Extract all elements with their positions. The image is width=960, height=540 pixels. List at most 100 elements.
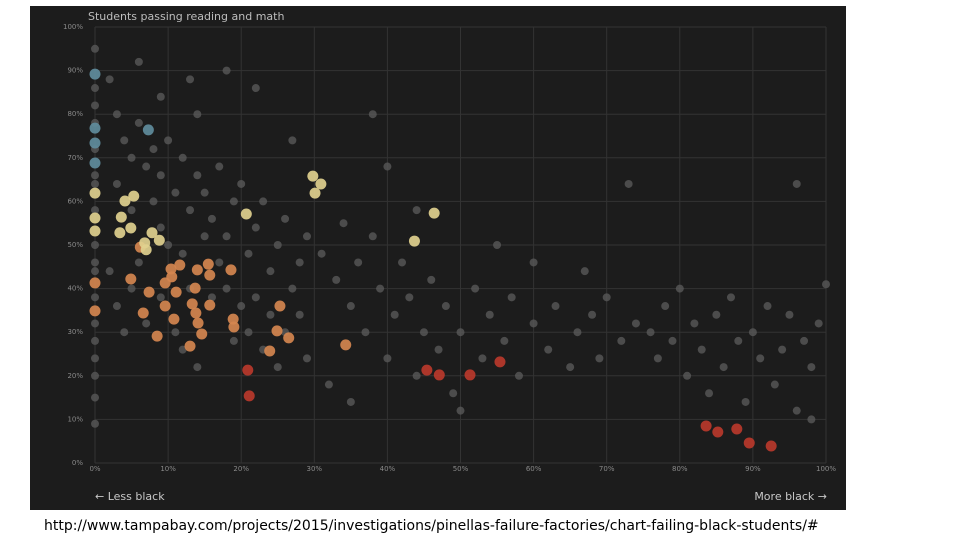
data-point [792, 406, 801, 415]
data-point [697, 345, 706, 354]
data-point [186, 206, 195, 215]
data-point [251, 223, 260, 232]
x-tick-label: 90% [745, 465, 761, 473]
data-point [661, 302, 670, 311]
data-point [376, 284, 385, 293]
data-point [89, 305, 101, 317]
data-point [151, 330, 163, 342]
data-point [91, 101, 99, 110]
data-point [119, 195, 131, 207]
data-point [690, 319, 699, 328]
data-point [288, 284, 297, 293]
data-point [91, 267, 99, 276]
data-point [156, 293, 165, 302]
data-point [242, 364, 254, 376]
data-point [190, 307, 202, 319]
x-tick-label: 0% [89, 465, 100, 473]
data-point [631, 319, 640, 328]
x-tick-label: 50% [453, 465, 469, 473]
data-point [186, 298, 198, 310]
data-point [573, 328, 582, 337]
data-point [580, 267, 589, 276]
data-point [683, 371, 692, 380]
data-point [171, 328, 180, 337]
data-point [200, 188, 209, 197]
data-point [156, 92, 165, 101]
data-point [302, 232, 311, 241]
y-tick-label: 70% [67, 154, 83, 162]
data-point [307, 170, 319, 182]
data-point [700, 420, 712, 432]
data-point [412, 206, 421, 215]
data-point [125, 273, 137, 285]
data-point [225, 264, 237, 276]
data-point [283, 332, 295, 344]
data-point [705, 389, 714, 398]
data-point [134, 258, 143, 267]
data-point [222, 232, 231, 241]
data-point [741, 397, 750, 406]
y-tick-label: 50% [67, 241, 83, 249]
data-point [178, 153, 187, 162]
data-point [449, 389, 458, 398]
data-point [770, 380, 779, 389]
data-point [112, 302, 121, 311]
data-point [140, 244, 152, 256]
data-point [295, 258, 304, 267]
data-point [89, 212, 101, 224]
data-point [244, 328, 253, 337]
x-tick-label: 30% [307, 465, 323, 473]
data-point [507, 293, 516, 302]
chart-panel [30, 6, 846, 510]
y-tick-label: 0% [72, 459, 83, 467]
x-tick-label: 20% [233, 465, 249, 473]
data-point [237, 302, 246, 311]
data-point [120, 328, 129, 337]
data-point [807, 415, 816, 424]
y-tick-label: 10% [67, 415, 83, 423]
data-point [142, 124, 154, 136]
data-point [184, 340, 196, 352]
data-point [274, 300, 286, 312]
x-tick-label: 60% [526, 465, 542, 473]
data-point [89, 187, 101, 199]
data-point [91, 206, 99, 215]
data-point [494, 356, 506, 368]
data-point [91, 319, 99, 328]
x-tick-label: 80% [672, 465, 688, 473]
data-point [800, 336, 809, 345]
data-point [792, 179, 801, 188]
data-point [302, 354, 311, 363]
data-point [170, 286, 182, 298]
data-point [91, 354, 99, 363]
x-tick-label: 100% [816, 465, 836, 473]
data-point [112, 110, 121, 119]
data-point [734, 336, 743, 345]
data-point [240, 208, 252, 220]
data-point [712, 426, 724, 438]
data-point [807, 363, 816, 372]
data-point [89, 68, 101, 80]
data-point [617, 336, 626, 345]
data-point [434, 345, 443, 354]
data-point [115, 211, 127, 223]
data-point [726, 293, 735, 302]
data-point [91, 336, 99, 345]
data-point [778, 345, 787, 354]
data-point [91, 44, 99, 53]
data-point [156, 223, 165, 232]
data-point [731, 423, 743, 435]
data-point [383, 354, 392, 363]
data-point [192, 317, 204, 329]
data-point [174, 259, 186, 271]
data-point [273, 363, 282, 372]
data-point [668, 336, 677, 345]
data-point [200, 232, 209, 241]
source-caption: http://www.tampabay.com/projects/2015/in… [44, 518, 819, 534]
data-point [178, 345, 187, 354]
data-point [471, 284, 480, 293]
data-point [412, 371, 421, 380]
data-point [156, 171, 165, 180]
data-point [324, 380, 333, 389]
data-point [361, 328, 370, 337]
